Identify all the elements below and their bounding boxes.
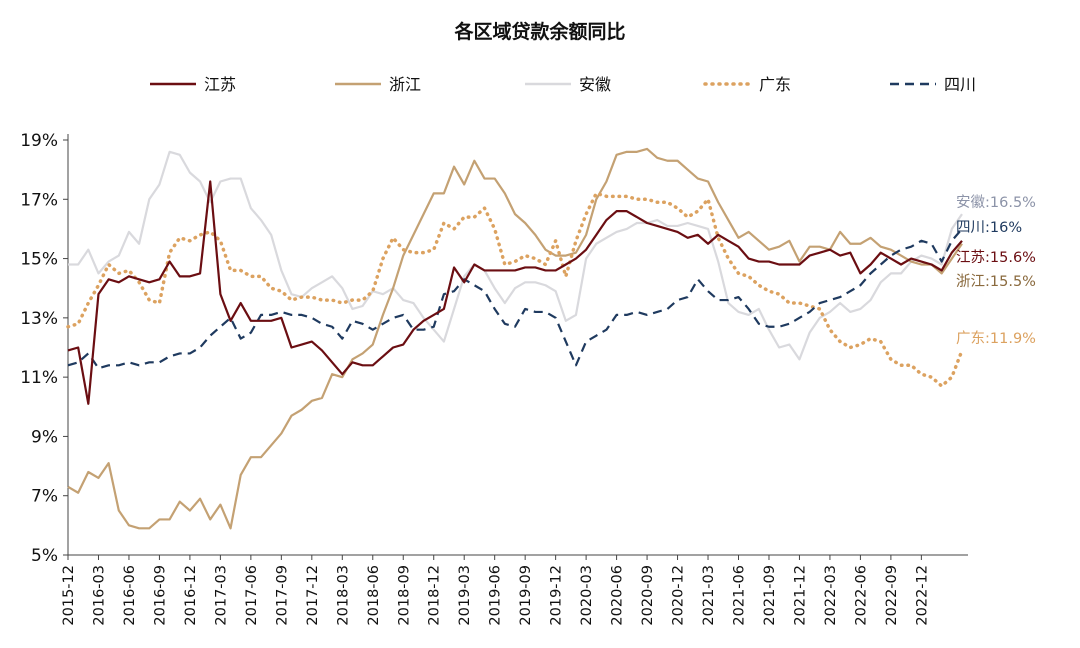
legend-label: 浙江 <box>389 75 421 94</box>
x-tick-label: 2016-03 <box>91 565 107 626</box>
y-tick-label: 13% <box>20 309 58 329</box>
axes: 5% 7% 9% 11% 13% 15% 17% 19% 2015-12 2016-03 2016-… <box>20 131 968 626</box>
x-tick-label: 2019-06 <box>488 565 504 626</box>
end-labels: 江苏:15.6% 浙江:15.5% 安徽:16.5% 广东:11.9% 四川:16% <box>956 194 1036 347</box>
series-line-1 <box>67 180 963 405</box>
x-tick-label: 2022-06 <box>853 565 869 626</box>
legend: 江苏 浙江 安徽 广东 四川 <box>150 75 976 94</box>
legend-item-2: 浙江 <box>335 75 421 94</box>
x-tick-label: 2020-03 <box>579 565 595 626</box>
x-tick-label: 2017-12 <box>305 565 321 626</box>
legend-item-4: 广东 <box>703 75 791 94</box>
legend-label: 广东 <box>759 75 791 94</box>
end-label-1: 江苏:15.6% <box>956 249 1036 266</box>
chart-title: 各区域贷款余额同比 <box>453 20 625 43</box>
legend-item-1: 江苏 <box>150 75 236 94</box>
legend-item-3: 安徽 <box>525 75 611 94</box>
y-tick-label: 7% <box>31 487 58 507</box>
series-line-5 <box>67 228 963 370</box>
end-label-3: 安徽:16.5% <box>956 194 1036 211</box>
x-tick-label: 2022-12 <box>914 565 930 626</box>
legend-item-5: 四川 <box>890 75 976 94</box>
x-tick-label: 2021-12 <box>792 565 808 626</box>
series-layer <box>66 147 964 530</box>
y-tick-label: 5% <box>31 546 58 566</box>
x-tick-label: 2017-09 <box>274 565 290 626</box>
series-line-2 <box>67 147 963 530</box>
x-tick-label: 2022-09 <box>884 565 900 626</box>
x-tick-label: 2021-09 <box>762 565 778 626</box>
x-tick-label: 2015-12 <box>61 565 77 626</box>
x-tick-label: 2020-09 <box>640 565 656 626</box>
y-tick-label: 19% <box>20 131 58 151</box>
x-tick-label: 2020-06 <box>610 565 626 626</box>
series-line-4 <box>66 191 964 388</box>
y-tick-label: 15% <box>20 250 58 270</box>
y-tick-label: 9% <box>31 427 58 447</box>
x-tick-label: 2018-06 <box>366 565 382 626</box>
x-tick-label: 2021-03 <box>701 565 717 626</box>
legend-label: 四川 <box>944 75 976 94</box>
legend-label: 江苏 <box>204 75 236 94</box>
x-tick-label: 2018-12 <box>427 565 443 626</box>
x-tick-label: 2019-09 <box>518 565 534 626</box>
series-line-3 <box>68 150 963 361</box>
y-tick-label: 11% <box>20 368 58 388</box>
x-tick-label: 2020-12 <box>671 565 687 626</box>
x-tick-label: 2017-06 <box>244 565 260 626</box>
y-tick-label: 17% <box>20 190 58 210</box>
x-tick-label: 2018-03 <box>335 565 351 626</box>
x-tick-label: 2017-03 <box>213 565 229 626</box>
x-tick-label: 2016-12 <box>183 565 199 626</box>
x-tick-label: 2022-03 <box>823 565 839 626</box>
end-label-2: 浙江:15.5% <box>956 273 1036 290</box>
x-tick-label: 2019-03 <box>457 565 473 626</box>
x-tick-label: 2016-09 <box>152 565 168 626</box>
x-tick-label: 2021-06 <box>732 565 748 626</box>
end-label-5: 四川:16% <box>956 220 1022 236</box>
x-tick-label: 2016-06 <box>122 565 138 626</box>
end-label-4: 广东:11.9% <box>956 330 1036 347</box>
x-tick-label: 2019-12 <box>549 565 565 626</box>
legend-label: 安徽 <box>579 75 611 94</box>
x-tick-label: 2018-09 <box>396 565 412 626</box>
